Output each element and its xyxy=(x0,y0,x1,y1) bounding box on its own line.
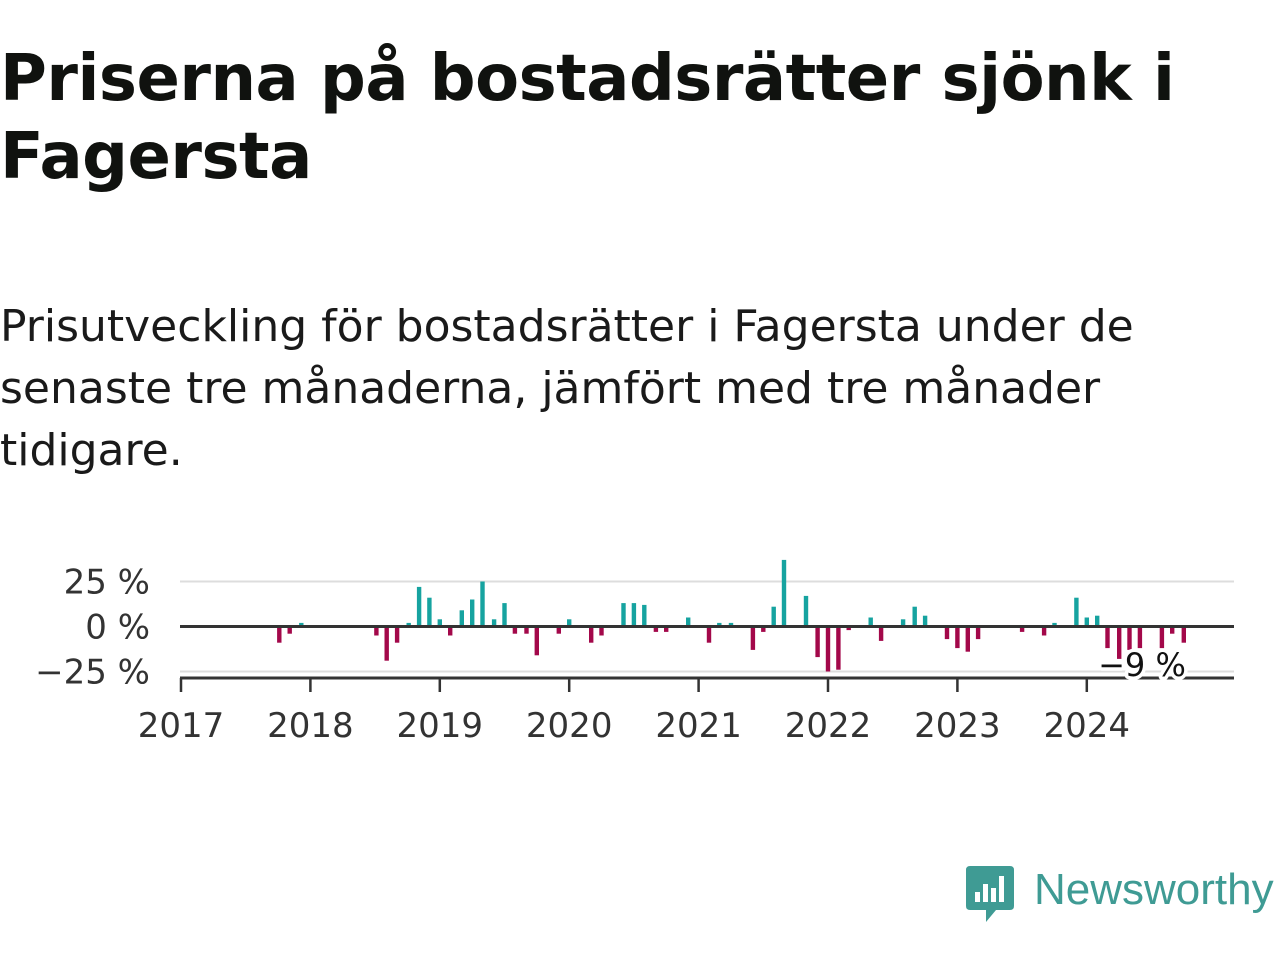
bar xyxy=(1074,597,1079,627)
bar xyxy=(299,622,304,627)
bar xyxy=(1019,626,1025,632)
bar xyxy=(761,626,766,632)
y-tick-label: 25 % xyxy=(64,563,150,603)
bar xyxy=(556,626,561,634)
bar xyxy=(1117,626,1122,659)
bar xyxy=(836,626,841,670)
bar xyxy=(437,619,442,627)
bar xyxy=(900,619,906,627)
bar-chart: 25 % 0 % −25 % 2017 2018 2019 2020 2021 2022 2023… xyxy=(35,559,1234,741)
bar xyxy=(686,617,691,627)
x-tick-label: 2023 xyxy=(914,706,1001,740)
x-tick-label: 2018 xyxy=(267,706,354,740)
bar xyxy=(599,626,604,636)
bar xyxy=(448,626,453,636)
bar xyxy=(706,626,712,643)
bar xyxy=(825,626,831,672)
newsworthy-brand: Newsworthy xyxy=(964,862,1280,928)
bar xyxy=(512,626,518,634)
x-tick-label: 2024 xyxy=(1044,706,1131,740)
bar xyxy=(846,626,851,631)
bar xyxy=(728,622,734,627)
x-tick-label: 2017 xyxy=(138,706,225,740)
bar xyxy=(1041,626,1047,636)
bar xyxy=(803,595,809,627)
bar xyxy=(480,581,485,627)
bar xyxy=(771,606,776,627)
bar xyxy=(534,626,539,656)
bar xyxy=(394,626,400,643)
bar xyxy=(975,626,981,640)
bar xyxy=(944,626,950,640)
bar xyxy=(1137,626,1143,649)
bar xyxy=(1084,617,1089,627)
bar xyxy=(1052,622,1057,627)
bar xyxy=(878,626,884,641)
bar xyxy=(1181,626,1186,643)
newsworthy-logo-icon xyxy=(966,866,1014,922)
bar xyxy=(642,604,647,627)
x-tick-label: 2022 xyxy=(785,706,872,740)
label-layer: 25 % 0 % −25 % 2017 2018 2019 2020 2021 2022 2023… xyxy=(35,563,1189,741)
bar-layer xyxy=(277,559,1186,672)
bar xyxy=(406,622,411,627)
bar xyxy=(965,626,970,652)
bar xyxy=(1127,626,1132,650)
bar xyxy=(815,626,820,658)
bar xyxy=(631,603,637,627)
chart-title: Priserna på bostadsrätter sjönk i Fagers… xyxy=(0,42,1175,194)
bar xyxy=(781,559,787,627)
bar xyxy=(384,626,389,661)
x-tick-label: 2019 xyxy=(397,706,484,740)
bar xyxy=(1170,626,1175,634)
x-tick-label: 2021 xyxy=(655,706,742,740)
bar xyxy=(524,626,529,634)
bar xyxy=(491,619,497,627)
bar xyxy=(416,586,422,627)
bar xyxy=(1105,626,1110,649)
bar xyxy=(621,603,626,627)
y-tick-label: 0 % xyxy=(85,608,150,648)
bar xyxy=(277,626,282,643)
bar xyxy=(664,626,669,632)
bar xyxy=(427,597,432,627)
bar xyxy=(567,619,572,627)
bar xyxy=(653,626,659,632)
x-tick-label: 2020 xyxy=(526,706,613,740)
bar xyxy=(717,622,722,627)
bar xyxy=(955,626,960,649)
bar xyxy=(750,626,756,650)
bar xyxy=(459,610,464,627)
bar xyxy=(589,626,594,643)
last-value-label: −9 % xyxy=(1098,646,1186,684)
bar xyxy=(374,626,379,636)
bar xyxy=(912,606,917,627)
bar xyxy=(470,599,475,627)
bar xyxy=(502,603,507,627)
bar xyxy=(868,617,873,627)
grid-layer xyxy=(180,580,1234,673)
chart-subtitle: Prisutveckling för bostadsrätter i Fager… xyxy=(0,301,1134,476)
bar xyxy=(1095,615,1100,627)
bar xyxy=(1159,626,1165,649)
y-tick-label: −25 % xyxy=(35,653,150,693)
axis-layer xyxy=(179,625,1234,692)
brand-name: Newsworthy xyxy=(1034,865,1274,914)
bar xyxy=(287,626,292,634)
bar xyxy=(922,615,928,627)
